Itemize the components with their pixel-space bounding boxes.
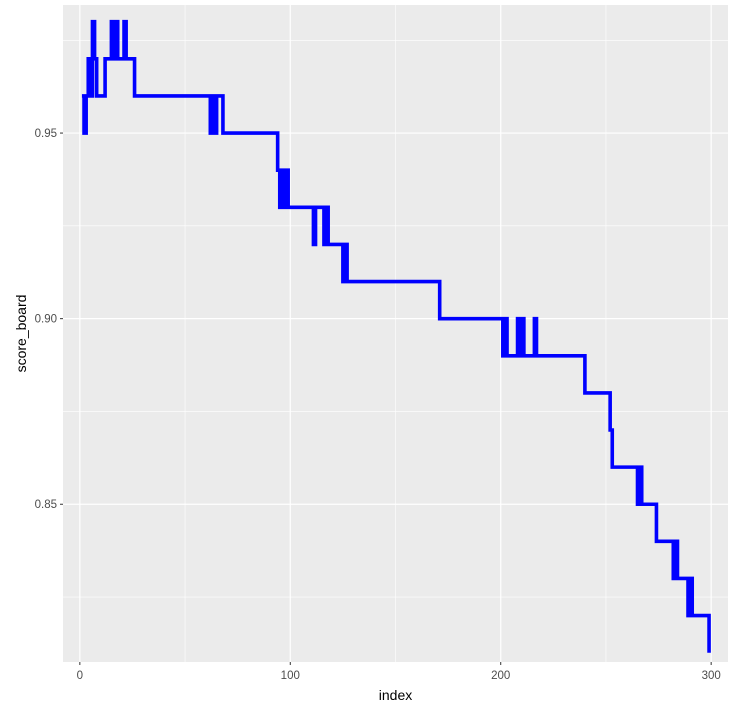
y-tick-label: 0.90 <box>35 314 57 326</box>
x-tick-label: 200 <box>491 670 510 682</box>
y-axis: 0.85 0.90 0.95 <box>35 128 63 511</box>
x-axis-title: index <box>379 687 412 703</box>
x-tick-label: 100 <box>281 670 300 682</box>
x-tick-label: 300 <box>702 670 721 682</box>
minor-gridlines <box>63 5 728 662</box>
y-tick-label: 0.95 <box>35 128 57 140</box>
y-axis-title: score_board <box>13 295 29 373</box>
y-tick-label: 0.85 <box>35 499 57 511</box>
series-layer <box>81 19 711 653</box>
series-line-0 <box>81 19 711 653</box>
x-tick-label: 0 <box>77 670 83 682</box>
x-axis: 0 100 200 300 <box>77 662 721 682</box>
major-gridlines <box>63 5 728 662</box>
